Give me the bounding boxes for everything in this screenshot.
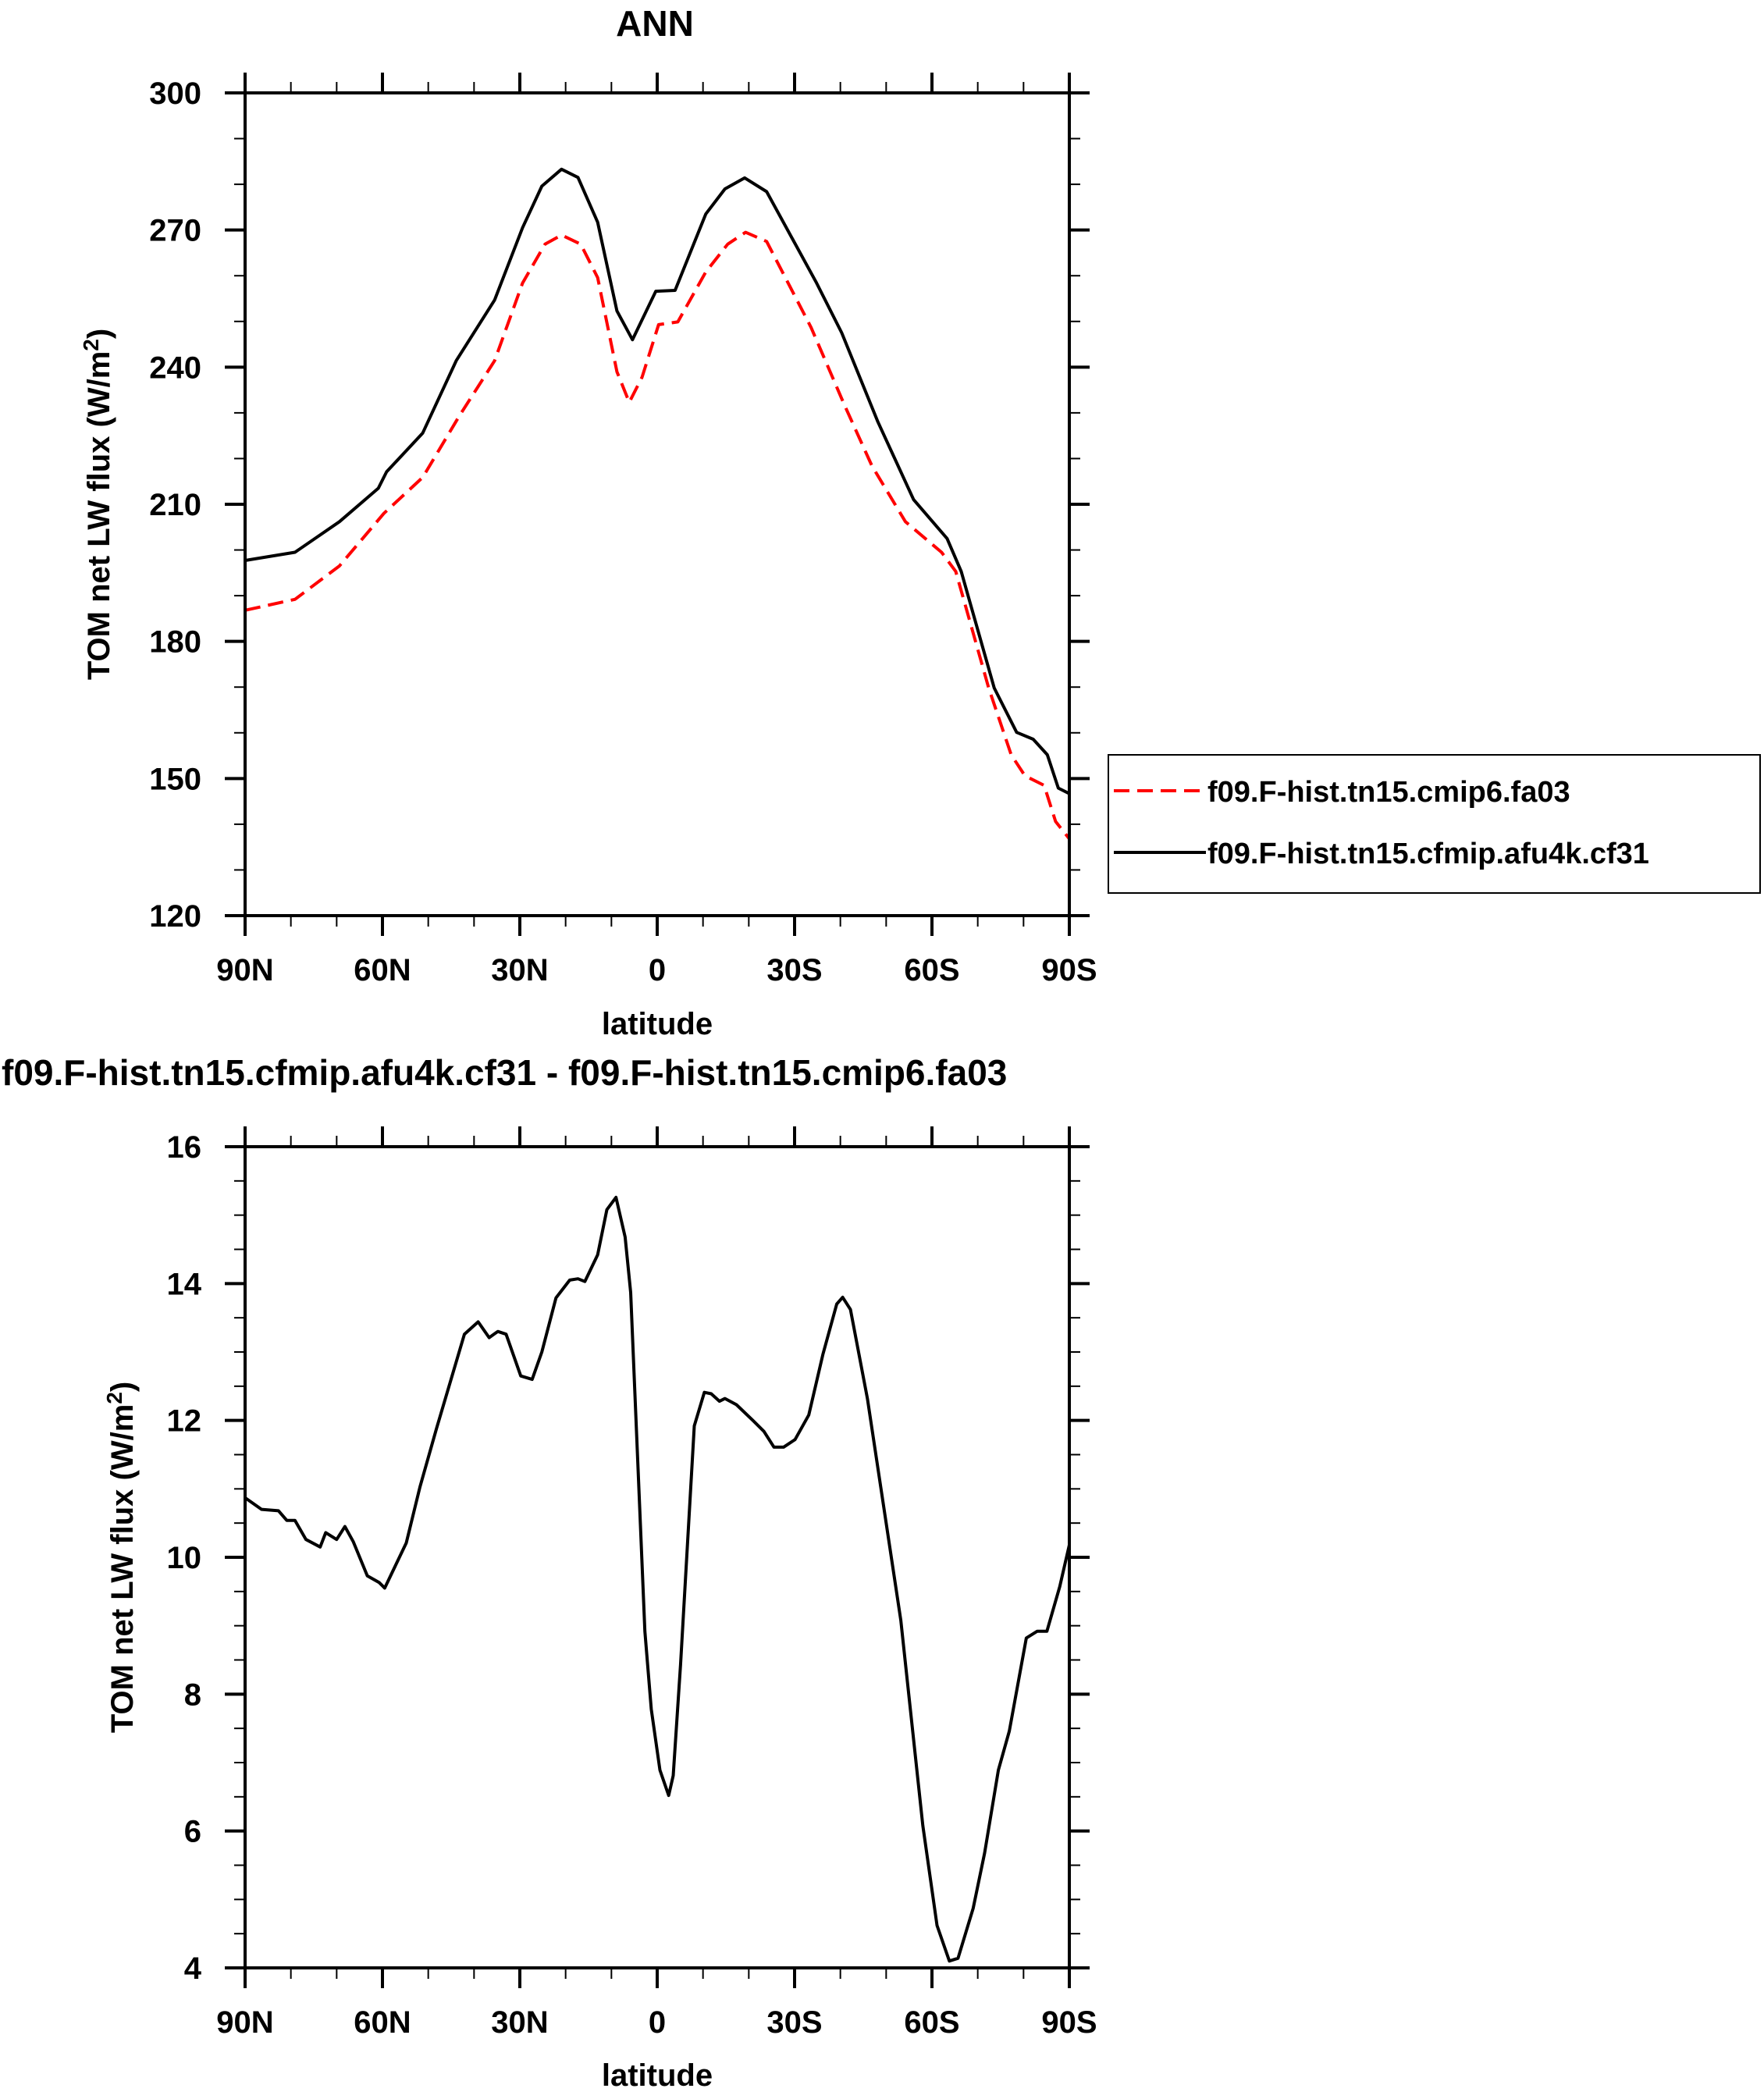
x-tick-label: 60S — [904, 953, 959, 987]
x-tick-label: 0 — [649, 953, 666, 987]
x-tick-label: 60N — [354, 2005, 411, 2040]
chart-title: f09.F-hist.tn15.cfmip.afu4k.cf31 - f09.F… — [2, 1052, 1007, 1093]
y-tick-label: 6 — [184, 1815, 201, 1849]
x-tick-label: 90S — [1041, 953, 1097, 987]
chart-title: ANN — [616, 3, 694, 44]
y-tick-label: 210 — [149, 488, 201, 522]
x-tick-label: 30S — [766, 953, 822, 987]
y-tick-label: 180 — [149, 625, 201, 660]
y-axis-label: TOM net LW flux (W/m2) — [102, 1382, 140, 1733]
series-line-f09-f-hist-tn15-cfmip-afu4k-cf31 — [244, 167, 1070, 795]
x-tick-label: 90N — [216, 2005, 273, 2040]
bottom-chart-difference: f09.F-hist.tn15.cfmip.afu4k.cf31 - f09.F… — [2, 1052, 1097, 2092]
x-tick-label: 60S — [904, 2005, 959, 2040]
x-tick-label: 90N — [216, 953, 273, 987]
plot-frame — [244, 91, 1071, 917]
x-tick-label: 30S — [766, 2005, 822, 2040]
plot-frame — [244, 1145, 1071, 1969]
x-axis-label: latitude — [602, 2058, 713, 2092]
legend-box — [1108, 754, 1761, 894]
y-tick-label: 8 — [184, 1678, 201, 1712]
y-tick-label: 4 — [184, 1951, 202, 1986]
x-tick-label: 30N — [491, 953, 548, 987]
x-tick-label: 30N — [491, 2005, 548, 2040]
y-tick-label: 240 — [149, 350, 201, 385]
y-tick-label: 10 — [167, 1541, 202, 1575]
x-axis-label: latitude — [602, 1007, 713, 1041]
x-tick-label: 60N — [354, 953, 411, 987]
series-line-f09-f-hist-tn15-cmip6-fa03 — [244, 230, 1071, 840]
legend: f09.F-hist.tn15.cmip6.fa03 f09.F-hist.tn… — [1108, 754, 1761, 894]
y-tick-label: 16 — [167, 1130, 202, 1165]
legend-label-cmip6: f09.F-hist.tn15.cmip6.fa03 — [1207, 776, 1570, 809]
y-tick-label: 150 — [149, 762, 201, 796]
y-tick-label: 120 — [149, 899, 201, 934]
x-tick-label: 0 — [649, 2005, 666, 2040]
y-axis-label: TOM net LW flux (W/m2) — [79, 329, 116, 680]
y-tick-label: 300 — [149, 76, 201, 111]
legend-label-cfmip: f09.F-hist.tn15.cfmip.afu4k.cf31 — [1207, 838, 1649, 870]
top-chart-annual: ANN latitude TOM net LW flux (W/m2) f09.… — [79, 3, 1761, 1041]
y-tick-label: 14 — [167, 1267, 202, 1301]
y-tick-label: 270 — [149, 214, 201, 248]
y-tick-label: 12 — [167, 1404, 202, 1439]
series-line-difference — [244, 1195, 1071, 1963]
x-tick-label: 90S — [1041, 2005, 1097, 2040]
